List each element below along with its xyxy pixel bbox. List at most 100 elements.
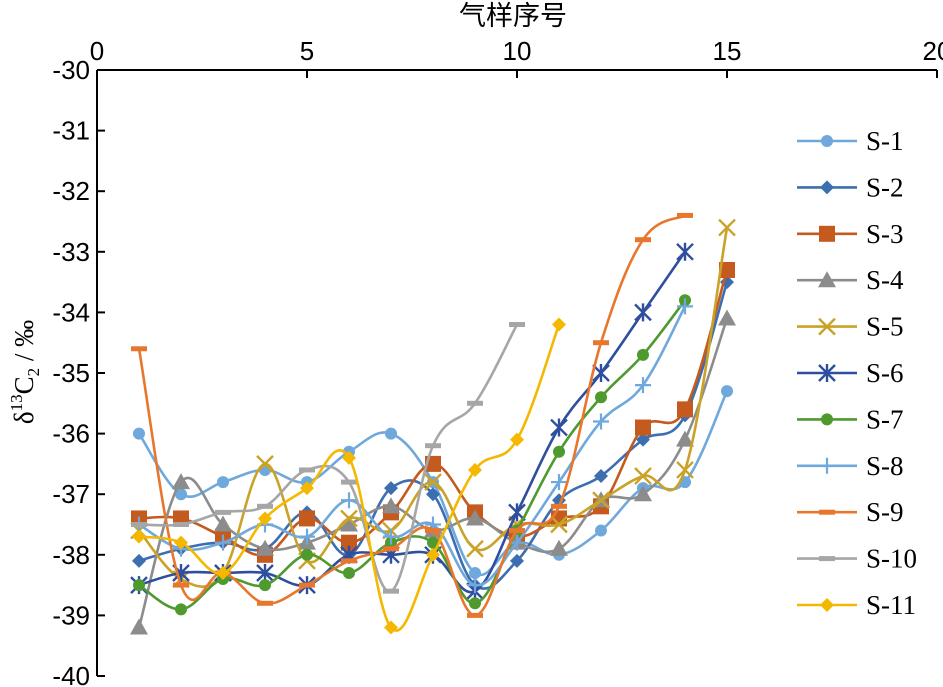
series-line [138,299,687,611]
data-point [551,474,567,491]
data-point [718,309,736,326]
data-point [175,488,187,501]
legend-marker [820,180,834,195]
x-axis-title: 气样序号 [459,1,567,32]
y-axis-title: δ13C2 / ‰ [7,320,43,424]
data-point [340,515,358,532]
y-tick-label: -39 [52,600,90,630]
data-point [676,461,694,479]
legend-label: S-3 [866,219,904,249]
legend-item: S-3 [797,219,904,249]
data-point [509,322,525,328]
data-point [133,427,145,440]
y-tick-label: -31 [52,116,90,146]
data-point [384,481,398,496]
legend-marker [820,598,834,612]
data-point [301,548,313,561]
data-point [466,509,484,526]
data-point [592,491,610,510]
data-point [217,476,229,489]
data-point [215,534,231,551]
data-point [342,450,356,465]
data-point [385,427,397,440]
data-point [594,469,608,484]
data-point [425,528,441,534]
legend-label: S-11 [866,590,916,620]
legend: S-1 S-2 S-3 S-4 S-5 S-6 S-7 S-8 S-9 S-10 S-11 [797,126,917,620]
data-point [216,565,230,580]
data-point [425,443,441,449]
data-point [299,510,315,527]
data-point [131,522,147,527]
legend-label: S-4 [866,265,904,295]
data-point [259,579,271,592]
data-point [341,479,357,485]
series-line [137,214,686,617]
data-point [341,492,357,509]
data-point [595,524,607,537]
data-point [510,432,524,447]
data-point [340,509,358,528]
data-point [636,432,650,447]
data-point [299,528,315,545]
data-point [466,539,484,558]
x-tick-label: 20 [923,36,943,66]
data-point [383,528,399,545]
data-point [553,445,565,458]
data-point [256,539,274,556]
legend-label: S-6 [866,358,904,388]
data-point [467,577,483,594]
data-point [215,509,231,515]
data-point [676,242,694,261]
legend-marker [818,271,836,288]
data-point [593,413,609,430]
data-point [676,430,694,447]
y-axis-title-sup: 13 [7,394,26,411]
data-point [677,401,693,418]
data-point [258,511,272,526]
legend-label: S-9 [866,497,904,527]
data-point [550,539,568,556]
data-point [299,582,315,588]
data-point [677,212,693,218]
data-point [175,603,187,616]
data-point [383,588,399,594]
y-tick-label: -36 [52,419,90,449]
data-point [300,481,314,496]
data-point [510,553,524,568]
y-tick-label: -32 [52,176,90,206]
series-S-10 [131,322,525,594]
data-point [552,317,566,332]
legend-label: S-1 [866,126,904,156]
legend-marker [821,413,833,426]
legend-marker [821,135,833,147]
series-S-11 [132,317,566,635]
data-point [635,377,651,394]
data-point [550,418,568,437]
x-tick-label: 15 [713,36,742,66]
series-S-3 [131,261,735,563]
y-tick-label: -37 [52,479,90,509]
data-point [257,503,273,509]
data-point [719,261,735,278]
data-point [467,612,483,618]
legend-label: S-7 [866,404,904,434]
data-point [174,535,188,550]
y-tick-label: -40 [52,661,90,687]
data-point [214,515,232,532]
data-point [130,618,148,635]
legend-item: S-1 [797,126,904,156]
data-point [172,473,190,490]
legend-marker [819,225,835,242]
legend-marker [819,509,835,515]
legend-marker [818,364,836,382]
legend-item: S-5 [797,312,904,342]
data-point [509,528,525,534]
data-point [343,566,355,579]
legend-label: S-5 [866,312,904,342]
data-point [634,485,652,502]
data-point [383,546,399,552]
data-point [424,473,442,491]
